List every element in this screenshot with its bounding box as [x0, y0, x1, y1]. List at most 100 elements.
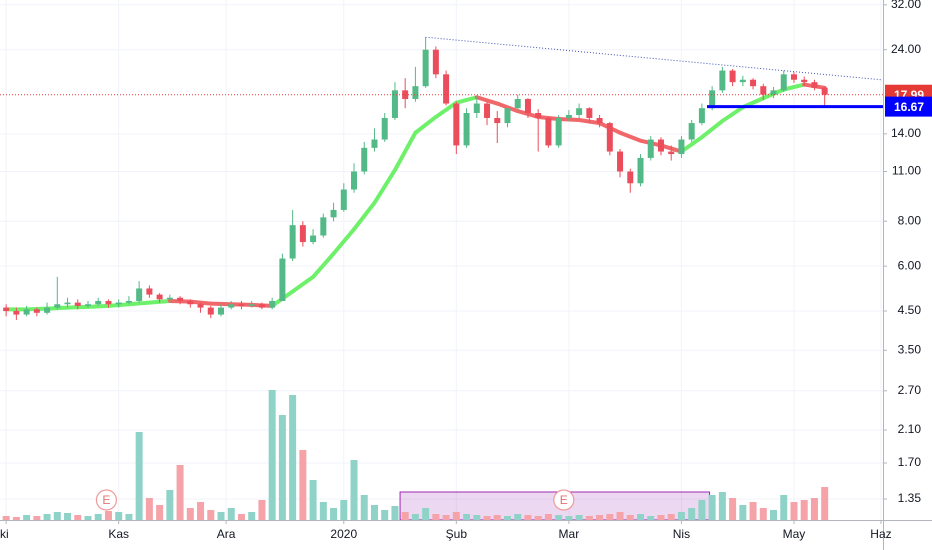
volume-bar: [616, 512, 624, 520]
volume-bar: [186, 508, 194, 520]
candle-body: [371, 139, 378, 148]
volume-bar: [749, 502, 757, 520]
volume-bar: [53, 512, 61, 520]
volume-bar: [289, 395, 297, 520]
candle-body: [258, 304, 265, 308]
volume-bar: [596, 515, 604, 520]
volume-bar: [23, 515, 31, 520]
candle-body: [790, 74, 797, 80]
volume-bar: [381, 510, 389, 520]
x-tick-label: May: [783, 527, 806, 541]
volume-bar: [299, 450, 307, 520]
moving-average-segment: [433, 100, 459, 119]
candle-body: [719, 70, 726, 91]
candle-body: [412, 86, 419, 100]
volume-bar: [647, 516, 655, 520]
volume-bar: [677, 512, 685, 520]
volume-bar: [524, 515, 532, 520]
volume-bar: [258, 500, 266, 520]
volume-bar: [452, 512, 460, 520]
volume-bar: [340, 500, 348, 520]
y-tick-label: 1.35: [898, 491, 922, 505]
candle-body: [617, 151, 624, 172]
volume-bar: [770, 510, 778, 520]
volume-bar: [688, 508, 696, 520]
moving-average-segment: [618, 130, 643, 143]
candle-body: [381, 117, 388, 140]
volume-bar: [718, 492, 726, 520]
volume-bar: [411, 514, 419, 520]
candle-body: [279, 258, 286, 301]
moving-average-segment: [474, 95, 500, 106]
volume-bar: [104, 511, 112, 520]
candle-body: [504, 108, 511, 124]
candle-body: [555, 117, 562, 146]
volume-bar: [575, 515, 583, 520]
candle-body: [330, 209, 337, 218]
volume-bar: [626, 515, 634, 520]
volume-bar: [330, 508, 338, 520]
volume-bar: [544, 514, 552, 520]
candle-body: [545, 117, 552, 146]
candle-body: [484, 103, 491, 118]
candle-body: [207, 307, 214, 315]
volume-bar: [145, 498, 153, 520]
candle-body: [565, 114, 572, 118]
volume-bar: [74, 515, 82, 520]
volume-bar: [115, 512, 123, 520]
candle-body: [391, 90, 398, 118]
volume-bar: [739, 505, 747, 520]
candle-body: [494, 117, 501, 124]
volume-bar: [483, 516, 491, 520]
volume-bar: [94, 514, 102, 520]
x-tick-label: Ara: [217, 527, 236, 541]
y-tick-label: 11.00: [892, 164, 921, 178]
candle-body: [453, 103, 460, 146]
x-tick-label: Haz: [870, 527, 891, 541]
candle-body: [248, 304, 255, 306]
volume-bar: [248, 512, 256, 520]
x-tick-label: 2020: [330, 527, 357, 541]
event-marker: [553, 489, 575, 511]
volume-bar: [319, 502, 327, 520]
volume-bar: [197, 502, 205, 520]
moving-average-segment: [352, 200, 377, 232]
volume-bar: [821, 487, 829, 520]
candle-body: [780, 74, 787, 91]
y-tick-label: 1.70: [898, 455, 922, 469]
candle-body: [535, 113, 542, 118]
volume-bar: [503, 516, 511, 520]
candle-body: [44, 307, 51, 313]
candle-body: [54, 304, 61, 308]
y-tick-label: 3.50: [898, 342, 922, 356]
volume-bar: [493, 515, 501, 520]
candle-body: [750, 79, 757, 87]
moving-average-segment: [372, 168, 397, 205]
candle-body: [668, 151, 675, 155]
volume-bar: [370, 505, 378, 520]
moving-average-segment: [781, 82, 807, 92]
volume-bar: [207, 510, 215, 520]
candle-body: [473, 103, 480, 114]
candle-body: [361, 147, 368, 172]
candle-body: [514, 99, 521, 109]
moving-average-segment: [290, 274, 316, 294]
candle-body: [320, 217, 327, 236]
moving-average-segment: [720, 105, 745, 124]
volume-bar: [12, 517, 20, 520]
candle-body: [811, 82, 818, 88]
candle-body: [23, 309, 30, 315]
candle-body: [64, 302, 71, 305]
volume-bar: [391, 506, 399, 520]
y-tick-label: 4.50: [898, 303, 922, 317]
candle-body: [84, 304, 91, 306]
candle-body: [688, 123, 695, 140]
y-tick-label: 32.00: [891, 0, 921, 11]
candle-body: [238, 304, 245, 306]
volume-bar: [227, 508, 235, 520]
candle-body: [136, 288, 143, 301]
candle-body: [760, 86, 767, 95]
candle-body: [770, 90, 777, 95]
